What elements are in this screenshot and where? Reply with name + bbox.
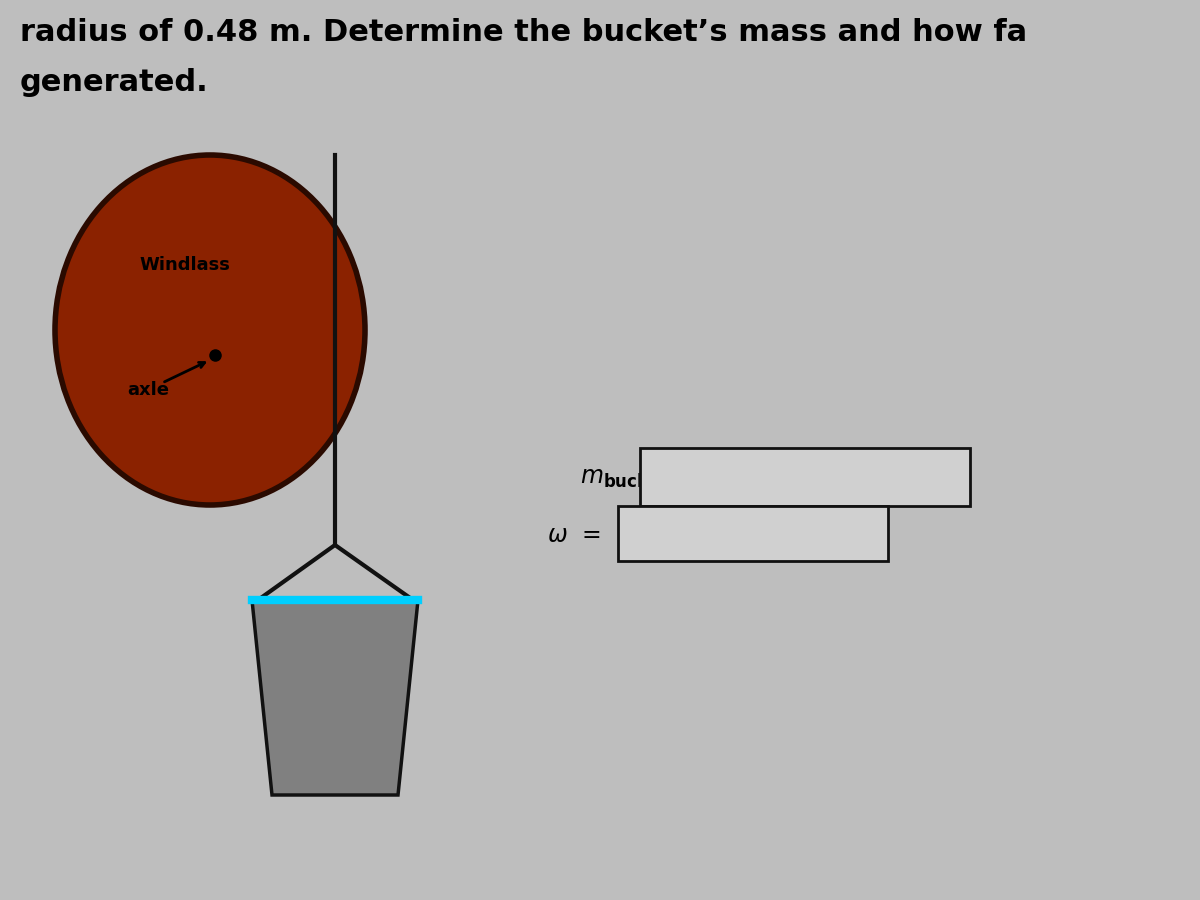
Ellipse shape xyxy=(55,155,365,505)
Text: $\omega$  =: $\omega$ = xyxy=(547,523,601,547)
Text: Windlass: Windlass xyxy=(139,256,230,274)
FancyBboxPatch shape xyxy=(640,448,970,506)
Text: generated.: generated. xyxy=(20,68,209,97)
Text: radius of 0.48 m. Determine the bucket’s mass and how fa: radius of 0.48 m. Determine the bucket’s… xyxy=(20,18,1027,47)
FancyBboxPatch shape xyxy=(618,506,888,561)
Polygon shape xyxy=(252,600,418,795)
Text: axle: axle xyxy=(127,381,169,399)
Text: $m_{\mathbf{bucket}}$  =: $m_{\mathbf{bucket}}$ = xyxy=(580,466,702,490)
